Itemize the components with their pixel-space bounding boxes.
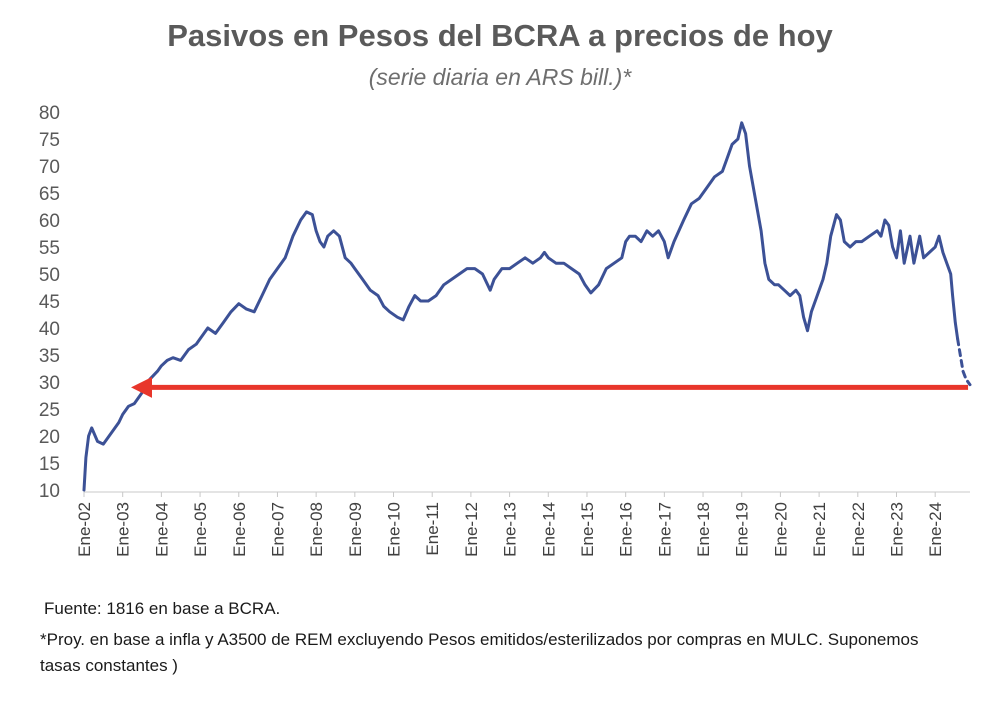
y-tick-label: 60 xyxy=(39,211,60,232)
y-tick-label: 45 xyxy=(39,292,60,313)
x-tick-label: Ene-20 xyxy=(771,502,790,557)
y-axis: 10 15 20 25 30 35 40 45 50 55 60 65 70 75 80 xyxy=(39,103,60,502)
source-note: Fuente: 1816 en base a BCRA. xyxy=(44,599,281,618)
x-tick-label: Ene-04 xyxy=(152,502,171,557)
x-tick-label: Ene-13 xyxy=(501,502,520,557)
y-tick-label: 75 xyxy=(39,130,60,151)
x-tick-label: Ene-21 xyxy=(810,502,829,557)
x-tick-label: Ene-05 xyxy=(191,502,210,557)
projection-note: *Proy. en base a infla y A3500 de REM ex… xyxy=(40,630,919,675)
x-tick-label: Ene-08 xyxy=(307,502,326,557)
x-tick-label: Ene-09 xyxy=(346,502,365,557)
y-tick-label: 30 xyxy=(39,373,60,394)
x-tick-label: Ene-10 xyxy=(385,502,404,557)
y-tick-label: 20 xyxy=(39,427,60,448)
x-tick-label: Ene-14 xyxy=(539,502,558,557)
x-tick-label: Ene-15 xyxy=(578,502,597,557)
y-tick-label: 15 xyxy=(39,454,60,475)
x-tick-label: Ene-07 xyxy=(268,502,287,557)
y-tick-label: 40 xyxy=(39,319,60,340)
series-line xyxy=(82,121,960,492)
x-tick-label: Ene-24 xyxy=(926,502,945,557)
chart-subtitle: (serie diaria en ARS bill.)* xyxy=(368,64,632,90)
y-tick-label: 10 xyxy=(39,481,60,502)
x-tick-label: Ene-06 xyxy=(230,502,249,557)
x-axis: Ene-02 Ene-03 Ene-04 Ene-05 Ene-06 Ene-07 Ene-… xyxy=(75,492,945,557)
x-tick-label: Ene-18 xyxy=(694,502,713,557)
x-tick-label: Ene-12 xyxy=(462,502,481,557)
x-tick-label: Ene-17 xyxy=(655,502,674,557)
x-tick-label: Ene-16 xyxy=(617,502,636,557)
y-tick-label: 80 xyxy=(39,103,60,124)
x-tick-label: Ene-11 xyxy=(423,502,442,556)
y-tick-label: 65 xyxy=(39,184,60,205)
chart-title: Pasivos en Pesos del BCRA a precios de h… xyxy=(167,18,833,53)
y-tick-label: 55 xyxy=(39,238,60,259)
y-tick-label: 70 xyxy=(39,157,60,178)
x-tick-label: Ene-02 xyxy=(75,502,94,557)
y-tick-label: 25 xyxy=(39,400,60,421)
series-layer xyxy=(82,121,972,492)
x-tick-label: Ene-19 xyxy=(733,502,752,557)
x-tick-label: Ene-22 xyxy=(849,502,868,557)
x-tick-label: Ene-03 xyxy=(114,502,133,557)
y-tick-label: 50 xyxy=(39,265,60,286)
y-tick-label: 35 xyxy=(39,346,60,367)
projection-line xyxy=(956,337,972,387)
x-tick-label: Ene-23 xyxy=(887,502,906,557)
